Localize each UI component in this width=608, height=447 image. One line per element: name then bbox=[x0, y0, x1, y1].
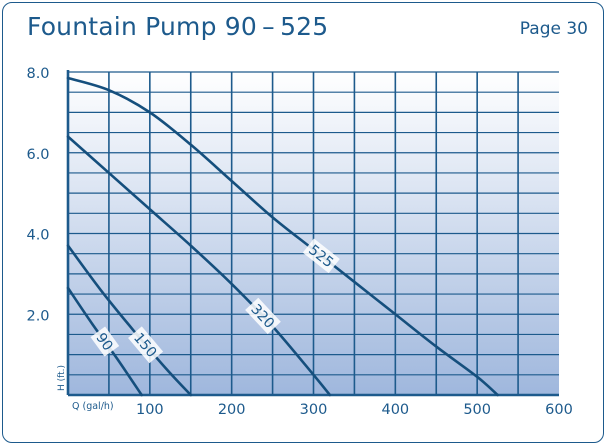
x-tick-label: 300 bbox=[300, 402, 328, 418]
page-number: Page 30 bbox=[519, 19, 588, 39]
x-tick-label: 400 bbox=[381, 402, 409, 418]
curve-label-background bbox=[245, 297, 281, 335]
x-tick-label: 100 bbox=[136, 402, 164, 418]
curve-label-background bbox=[302, 238, 340, 274]
x-tick-label: 500 bbox=[463, 402, 491, 418]
y-tick-label: 2.0 bbox=[26, 308, 49, 324]
y-tick-label: 6.0 bbox=[26, 147, 49, 163]
x-tick-label: 200 bbox=[218, 402, 246, 418]
x-axis-label: Q (gal/h) bbox=[72, 401, 114, 412]
pump-curve-525 bbox=[66, 76, 499, 397]
x-tick-label: 600 bbox=[545, 402, 573, 418]
y-tick-label: 4.0 bbox=[26, 228, 49, 244]
y-tick-label: 8.0 bbox=[26, 66, 49, 82]
y-axis-label: H (ft.) bbox=[57, 365, 67, 391]
page-title: Fountain Pump 90 – 525 bbox=[27, 12, 329, 41]
pump-curve-150 bbox=[66, 244, 193, 397]
curve-label-background bbox=[90, 326, 120, 357]
axes bbox=[66, 70, 559, 397]
curve-label-group: 320 bbox=[245, 297, 281, 335]
curve-label-background bbox=[128, 326, 164, 364]
pump-curve-320 bbox=[66, 135, 332, 397]
tick-labels: 100 200 300 400 500 600 2.0 4.0 6.0 8.0 bbox=[26, 66, 572, 418]
